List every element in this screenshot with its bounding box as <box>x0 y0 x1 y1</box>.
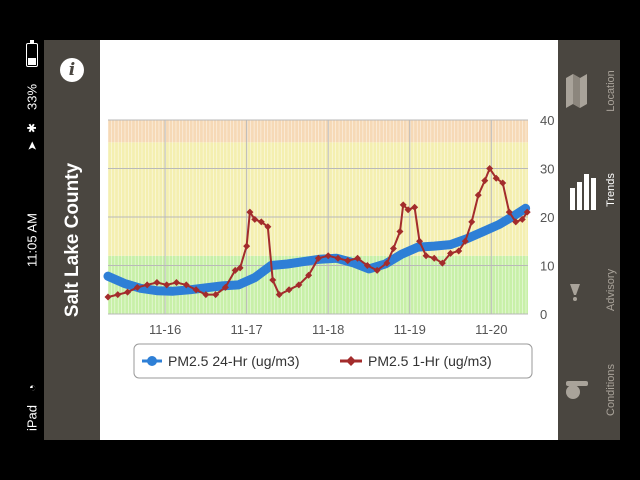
series-1hr-point <box>383 259 391 267</box>
series-1hr-point <box>251 215 259 223</box>
nav-location[interactable]: Location <box>605 70 617 112</box>
y-tick-label: 10 <box>540 259 554 274</box>
series-1hr-point <box>411 203 419 211</box>
x-tick-label: 11-16 <box>149 322 181 337</box>
series-1hr-point <box>133 283 141 291</box>
nav-conditions[interactable]: Conditions <box>605 364 617 416</box>
series-1hr-point <box>468 218 476 226</box>
x-tick-label: 11-20 <box>475 322 507 337</box>
top-bezel <box>44 0 620 40</box>
series-1hr-point <box>173 278 181 286</box>
series-1hr-point <box>275 291 283 299</box>
wifi-icon: ◔ <box>25 384 39 392</box>
series-1hr-point <box>246 208 254 216</box>
map-icon[interactable] <box>564 72 590 110</box>
series-1hr-point <box>334 254 342 262</box>
series-1hr-point <box>212 291 220 299</box>
thermometer-icon[interactable] <box>564 375 590 405</box>
series-1hr-point <box>324 252 332 260</box>
series-1hr-point <box>404 206 412 214</box>
series-1hr-point <box>396 228 404 236</box>
series-1hr-point <box>505 208 513 216</box>
legend-box <box>133 343 533 379</box>
header-panel <box>44 40 100 440</box>
series-1hr-point <box>399 201 407 209</box>
series-1hr-point <box>363 262 371 269</box>
x-tick-label: 11-17 <box>230 322 262 337</box>
series-1hr-point <box>499 179 507 187</box>
series-1hr-point <box>182 281 190 289</box>
nav-advisory[interactable]: Advisory <box>605 268 617 312</box>
legend-24hr-swatch <box>147 356 157 366</box>
pm25-trend-chart: 0 10 20 30 40 11-16 11-17 11-18 11-19 11-20 PM2.5 … <box>103 113 554 379</box>
series-1hr-point <box>474 191 482 199</box>
status-bar: 33% ✱ ➤ 11:05 AM ◔ iPad <box>0 0 44 480</box>
series-1hr-point <box>202 291 210 299</box>
series-1hr-point <box>518 215 526 223</box>
clock-time: 11:05 AM <box>24 213 40 267</box>
location-arrow-icon: ➤ <box>25 140 39 152</box>
series-1hr-point <box>389 245 397 253</box>
series-1hr-point <box>486 165 494 172</box>
aqi-band-2 <box>108 120 528 143</box>
chart-legend: PM2.5 24-Hr (ug/m3) PM2.5 1-Hr (ug/m3) <box>133 343 533 379</box>
x-tick-label: 11-18 <box>312 322 344 337</box>
y-tick-label: 0 <box>540 307 547 322</box>
series-1hr-point <box>305 271 313 279</box>
y-tick-label: 30 <box>540 162 554 177</box>
series-1hr-point <box>104 293 112 301</box>
series-1hr-point <box>124 288 132 296</box>
bluetooth-icon: ✱ <box>25 122 39 134</box>
series-1hr-point <box>143 281 151 289</box>
trends-chart-area: 0 10 20 30 40 11-16 11-17 11-18 11-19 11-20 PM2.5 … <box>100 40 558 440</box>
series-1hr-point <box>447 249 455 257</box>
y-tick-label: 40 <box>540 113 554 128</box>
y-tick-label: 20 <box>540 210 554 225</box>
series-1hr-point <box>295 281 303 289</box>
series-1hr-point <box>422 252 430 260</box>
series-1hr-point <box>461 237 469 245</box>
info-icon[interactable]: i <box>60 58 84 82</box>
series-1hr-point <box>236 264 244 272</box>
series-1hr-point <box>438 259 446 267</box>
series-1hr-point <box>163 281 171 289</box>
series-1hr-point <box>344 257 352 265</box>
advisory-icon[interactable] <box>566 280 584 302</box>
battery-percent: 33% <box>24 83 40 111</box>
battery-icon <box>26 40 38 67</box>
legend-1hr-label: PM2.5 1-Hr (ug/m3) <box>368 353 492 369</box>
series-1hr-point <box>269 276 277 284</box>
series-1hr-point <box>285 286 293 294</box>
series-1hr-point <box>264 223 272 231</box>
right-bezel <box>620 0 640 480</box>
series-1hr-point <box>221 283 229 291</box>
series-1hr-point <box>430 254 438 262</box>
series-1hr-point <box>192 286 200 294</box>
series-1hr-point <box>523 208 531 216</box>
x-tick-label: 11-19 <box>394 322 426 337</box>
series-1hr-point <box>455 247 463 255</box>
series-1hr-point <box>416 237 424 245</box>
series-1hr-point <box>114 291 122 299</box>
series-1hr-point <box>373 266 381 274</box>
county-title: Salt Lake County <box>62 162 83 318</box>
series-1hr-point <box>354 254 362 262</box>
series-1hr-point <box>153 278 161 286</box>
series-1hr-point <box>314 254 322 262</box>
series-1hr-point <box>512 218 520 226</box>
bottom-bezel <box>44 440 620 480</box>
legend-1hr-swatch <box>346 356 356 366</box>
series-1hr-point <box>257 218 265 226</box>
nav-trends[interactable]: Trends <box>605 173 617 207</box>
legend-24hr-label: PM2.5 24-Hr (ug/m3) <box>168 353 299 369</box>
bar-chart-icon[interactable] <box>568 168 596 212</box>
series-1hr-point <box>243 242 251 250</box>
series-1hr-point <box>231 266 239 274</box>
device-name: iPad <box>24 404 40 432</box>
nav-panel: Location Trends Advisory Conditions <box>558 40 620 440</box>
series-1hr-point <box>492 174 500 182</box>
series-1hr-point <box>481 177 489 185</box>
